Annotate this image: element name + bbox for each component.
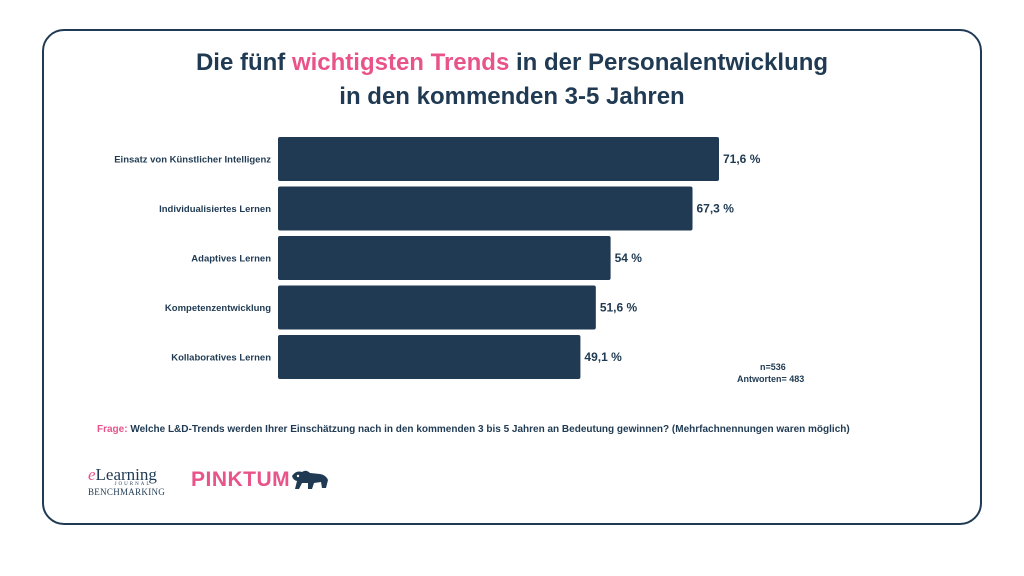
lion-icon: [292, 470, 329, 489]
bar-adaptives-lernen: [278, 236, 611, 280]
logo-e-letter: e: [88, 465, 96, 484]
title-line1-post: in der Personalentwicklung: [509, 49, 829, 76]
category-label: Kollaboratives Lernen: [171, 353, 271, 364]
title-line2: in den kommenden 3-5 Jahren: [339, 83, 685, 110]
bar-einsatz-von-k-nstlicher-intelligenz: [278, 137, 719, 181]
question-text: Frage: Welche L&D-Trends werden Ihrer Ei…: [97, 424, 850, 435]
bar-kompetenzentwicklung: [278, 285, 596, 330]
chart-frame: [42, 29, 982, 525]
category-label: Kompetenzentwicklung: [165, 303, 271, 314]
title-line1-pre: Die fünf: [195, 49, 292, 76]
question-body: Welche L&D-Trends werden Ihrer Einschätz…: [127, 424, 850, 435]
category-label: Individualisiertes Lernen: [159, 204, 271, 215]
category-label: Adaptives Lernen: [191, 254, 271, 265]
title-highlight: wichtigsten Trends: [291, 49, 510, 76]
value-label: 54 %: [615, 251, 643, 265]
category-label: Einsatz von Künstlicher Intelligenz: [114, 155, 271, 166]
elearning-journal-logo: eLearning JOURNAL BENCHMARKING: [88, 466, 178, 500]
bar-kollaboratives-lernen: [278, 335, 581, 379]
logo-learning-word: Learning: [95, 465, 157, 484]
question-label: Frage:: [97, 424, 128, 435]
sample-size-note: n=536: [760, 362, 786, 372]
bar-individualisiertes-lernen: [278, 186, 693, 231]
pinktum-logo: PINKTUM: [191, 466, 330, 494]
value-label: 51,6 %: [600, 301, 638, 315]
answers-count-note: Antworten= 483: [737, 374, 805, 384]
pinktum-wordmark: PINKTUM: [191, 468, 291, 491]
value-label: 71,6 %: [723, 152, 761, 166]
chart-title: Die fünf wichtigsten Trends in der Perso…: [0, 46, 1024, 114]
logo-benchmarking-word: BENCHMARKING: [88, 487, 166, 497]
value-label: 67,3 %: [697, 202, 735, 216]
value-label: 49,1 %: [584, 350, 622, 364]
logo-journal-word: JOURNAL: [114, 482, 152, 487]
